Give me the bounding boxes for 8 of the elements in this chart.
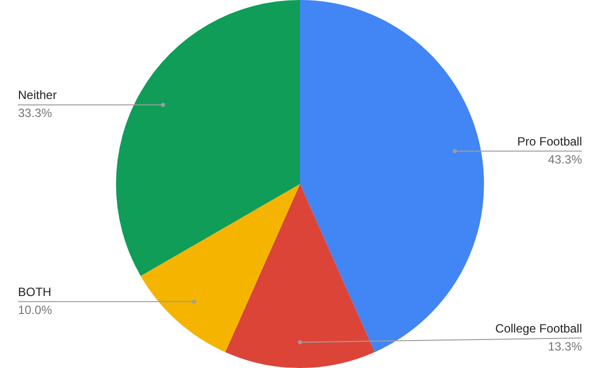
slice-label: BOTH: [18, 284, 52, 299]
slice-label: Pro Football: [517, 134, 582, 148]
data-label: 43.3%: [548, 152, 582, 166]
data-label: 33.3%: [18, 106, 52, 120]
slice-label: College Football: [495, 321, 582, 336]
data-label: 10.0%: [18, 302, 52, 317]
data-label: 13.3%: [548, 339, 582, 354]
slice-label: Neither: [18, 88, 57, 102]
